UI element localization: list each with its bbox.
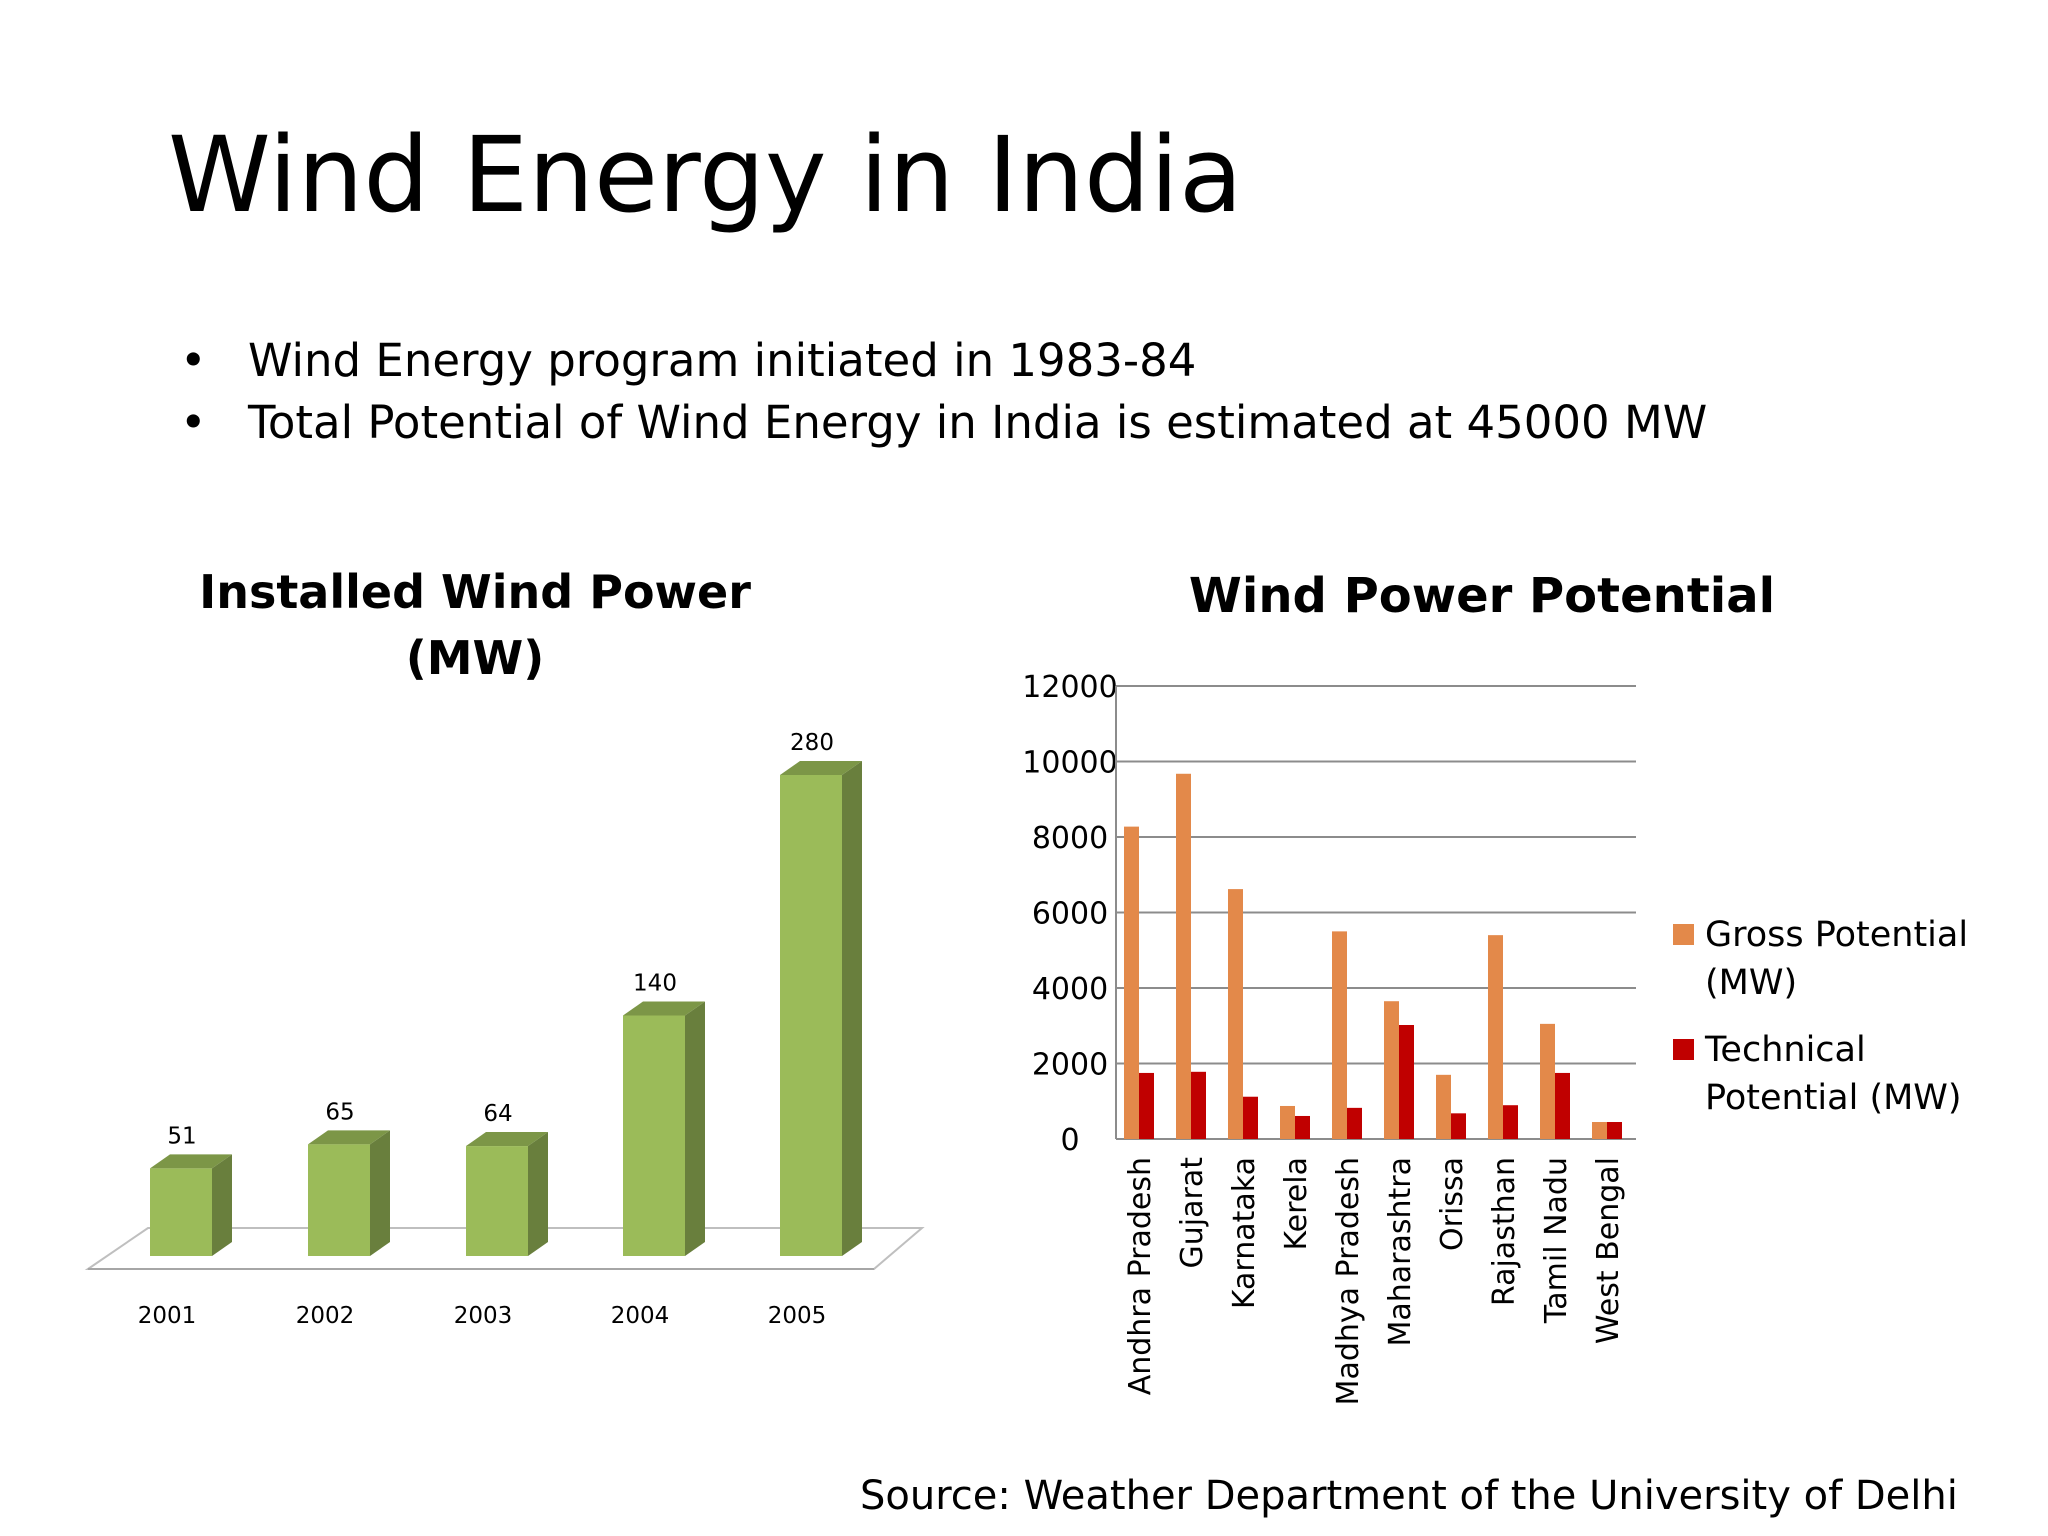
y-tick-label: 6000 — [1032, 897, 1108, 932]
x-tick-label: Karnataka — [1227, 1157, 1262, 1309]
bar — [1607, 1122, 1622, 1139]
bar-side — [212, 1154, 232, 1256]
chart-title: (MW) — [406, 631, 545, 685]
x-tick-label: Tamil Nadu — [1539, 1157, 1574, 1324]
bar — [466, 1146, 528, 1256]
bar — [1176, 773, 1191, 1139]
data-label: 64 — [483, 1101, 512, 1127]
x-tick-label: 2003 — [454, 1303, 513, 1329]
legend-label: Potential (MW) — [1705, 1078, 1962, 1118]
bar — [1228, 889, 1243, 1139]
bar — [1555, 1072, 1570, 1139]
bar-side — [370, 1130, 390, 1256]
y-tick-label: 4000 — [1032, 972, 1108, 1007]
bar — [1124, 826, 1139, 1139]
bullet-list: • Wind Energy program initiated in 1983-… — [180, 330, 1707, 454]
bar — [1280, 1105, 1295, 1139]
legend-label: Gross Potential — [1705, 915, 1968, 955]
bar-top — [150, 1154, 232, 1169]
x-tick-label: Gujarat — [1175, 1157, 1210, 1269]
bar — [1139, 1072, 1154, 1139]
data-label: 140 — [633, 971, 677, 997]
bar — [1399, 1024, 1414, 1139]
bar — [1451, 1113, 1466, 1139]
bar-top — [623, 1001, 705, 1016]
y-tick-label: 12000 — [1022, 670, 1117, 705]
legend-label: (MW) — [1705, 963, 1797, 1003]
bar — [623, 1015, 685, 1256]
x-tick-label: Rajasthan — [1487, 1157, 1522, 1306]
bar — [308, 1144, 370, 1256]
legend-swatch — [1673, 1039, 1694, 1060]
bar — [150, 1168, 212, 1256]
bar — [1384, 1001, 1399, 1139]
bar — [1540, 1023, 1555, 1139]
bar — [1295, 1115, 1310, 1139]
data-label: 51 — [167, 1123, 196, 1149]
bar — [1191, 1071, 1206, 1139]
bar-top — [780, 761, 862, 775]
x-tick-label: West Bengal — [1591, 1157, 1626, 1344]
x-tick-label: 2004 — [611, 1303, 670, 1329]
bar — [1436, 1074, 1451, 1139]
bar-side — [685, 1001, 705, 1256]
bullet-text: Total Potential of Wind Energy in India … — [248, 396, 1708, 449]
x-tick-label: 2005 — [768, 1303, 827, 1329]
bar — [1503, 1105, 1518, 1139]
y-tick-label: 0 — [1060, 1123, 1079, 1158]
x-tick-label: 2001 — [138, 1303, 197, 1329]
bullet-item: • Wind Energy program initiated in 1983-… — [180, 330, 1707, 392]
x-tick-label: Kerela — [1279, 1157, 1314, 1251]
bar — [1592, 1122, 1607, 1139]
legend-swatch — [1673, 924, 1694, 945]
bar — [1243, 1096, 1258, 1139]
bar — [780, 775, 842, 1256]
data-label: 280 — [790, 730, 834, 756]
x-tick-label: Maharashtra — [1383, 1157, 1418, 1347]
bullet-item: • Total Potential of Wind Energy in Indi… — [180, 392, 1707, 454]
bullet-text: Wind Energy program initiated in 1983-84 — [248, 334, 1197, 387]
chart-title: Wind Power Potential — [1189, 568, 1775, 624]
wind-power-potential-chart: Wind Power Potential 0 2000 4000 6000 8000 100… — [1022, 568, 1968, 1405]
bar-top — [308, 1130, 390, 1145]
chart-title: Installed Wind Power — [199, 565, 751, 619]
bar — [1332, 931, 1347, 1139]
data-label: 65 — [325, 1099, 354, 1125]
bar-side — [842, 761, 862, 1256]
x-tick-label: Andhra Pradesh — [1123, 1157, 1158, 1395]
y-tick-label: 10000 — [1022, 746, 1117, 781]
source-note: Source: Weather Department of the Univer… — [860, 1473, 1958, 1519]
x-tick-label: 2002 — [296, 1303, 355, 1329]
bar-side — [528, 1132, 548, 1256]
bullet-dot-icon: • — [180, 334, 207, 387]
bar — [1347, 1107, 1362, 1139]
x-tick-label: Madhya Pradesh — [1331, 1157, 1366, 1405]
bullet-dot-icon: • — [180, 396, 207, 449]
y-tick-label: 8000 — [1032, 821, 1108, 856]
bar-top — [466, 1132, 548, 1147]
x-tick-label: Orissa — [1435, 1157, 1470, 1251]
bar — [1488, 935, 1503, 1139]
y-tick-label: 2000 — [1032, 1048, 1108, 1083]
installed-wind-power-chart: Installed Wind Power (MW) 51 2001 65 2002 64 20… — [84, 565, 925, 1329]
slide-title: Wind Energy in India — [168, 114, 1243, 236]
legend-label: Technical — [1704, 1030, 1866, 1070]
